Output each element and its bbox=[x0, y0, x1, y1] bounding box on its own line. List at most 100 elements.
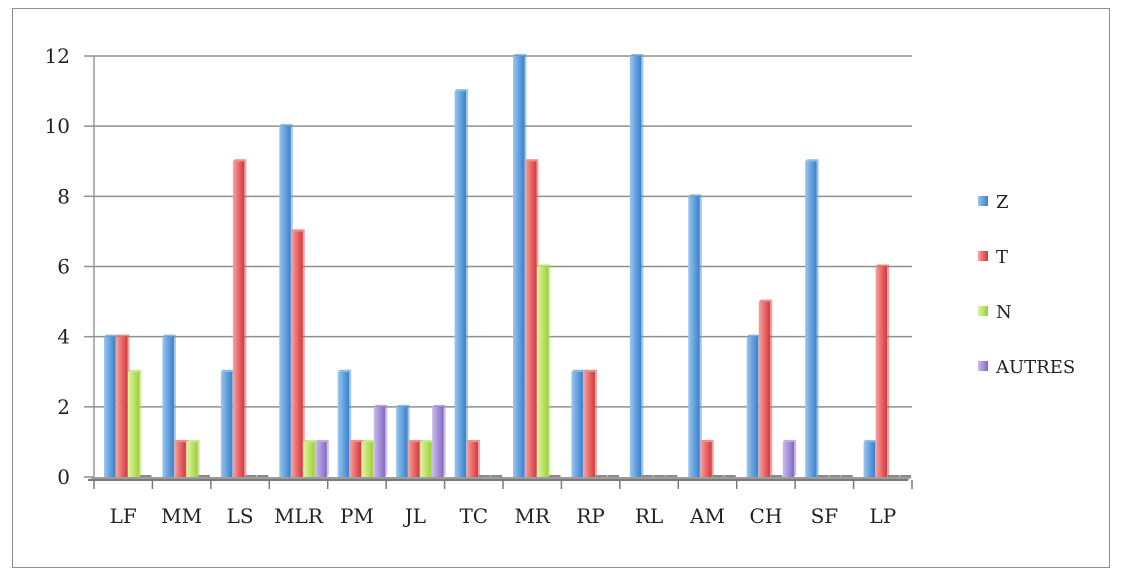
x-tick-label: LF bbox=[110, 504, 137, 528]
bar-top bbox=[746, 334, 761, 337]
bar-t-tc bbox=[466, 441, 479, 477]
bar-autres-am bbox=[724, 475, 736, 477]
bar-n-ls bbox=[244, 475, 257, 477]
bar-autres-ch bbox=[782, 441, 795, 477]
bar-side bbox=[302, 229, 305, 477]
bar-top bbox=[232, 159, 247, 162]
bar-z-sf bbox=[805, 161, 817, 477]
bar-t-ls bbox=[232, 161, 245, 477]
bar-n-mr bbox=[537, 266, 549, 477]
x-tick-label: TC bbox=[459, 504, 488, 528]
bar-n-lf bbox=[128, 371, 140, 477]
x-tick-label: LP bbox=[869, 504, 896, 528]
bar-z-mr bbox=[513, 56, 525, 477]
gridlines bbox=[84, 55, 912, 478]
bar-t-am bbox=[700, 441, 712, 477]
bar-top bbox=[454, 89, 469, 92]
bar-t-mr bbox=[525, 161, 537, 477]
bar-t-rl bbox=[641, 475, 654, 477]
bar-n-pm bbox=[361, 441, 374, 477]
bar-t-lp bbox=[875, 266, 888, 477]
legend-swatch-n bbox=[978, 306, 988, 316]
y-tick-label: 2 bbox=[57, 395, 70, 419]
bar-top bbox=[525, 159, 539, 162]
bar-autres-tc bbox=[490, 475, 503, 477]
bar-side bbox=[197, 439, 200, 477]
bar-top bbox=[337, 369, 352, 372]
bar-z-lf bbox=[104, 336, 116, 477]
bar-top bbox=[315, 439, 329, 442]
bar-autres-pm bbox=[373, 406, 386, 477]
x-tick-label: RL bbox=[635, 504, 663, 528]
bar-z-lp bbox=[863, 441, 876, 477]
bar-side bbox=[887, 264, 890, 477]
bar-side bbox=[244, 159, 247, 477]
bar-top bbox=[466, 439, 481, 442]
bar-side bbox=[466, 89, 469, 477]
x-tick-label: AM bbox=[689, 504, 725, 528]
x-tick-label: CH bbox=[750, 504, 783, 528]
bar-top bbox=[361, 439, 376, 442]
legend-label-n: N bbox=[996, 302, 1012, 323]
x-tick-label: RP bbox=[576, 504, 605, 528]
bar-autres-sf bbox=[841, 475, 853, 477]
bar-side bbox=[594, 369, 597, 477]
bar-top bbox=[373, 404, 388, 407]
bar-t-mlr bbox=[291, 231, 303, 477]
bar-autres-jl bbox=[432, 406, 444, 477]
bar-side bbox=[699, 194, 702, 478]
bar-top bbox=[116, 334, 130, 337]
bar-z-tc bbox=[454, 91, 467, 477]
bar-top bbox=[805, 159, 819, 162]
bar-n-ch bbox=[770, 475, 783, 477]
bar-n-lp bbox=[887, 475, 900, 477]
bar-side bbox=[385, 404, 388, 477]
y-tick-label: 8 bbox=[57, 184, 70, 208]
x-tick-label: PM bbox=[340, 504, 374, 528]
bar-t-rp bbox=[583, 371, 595, 477]
bar-side bbox=[326, 439, 329, 477]
bar-n-am bbox=[712, 475, 724, 477]
bar-top bbox=[571, 369, 585, 372]
bar-t-sf bbox=[817, 475, 829, 477]
bars bbox=[104, 54, 912, 478]
bar-n-sf bbox=[829, 475, 841, 477]
bar-n-mm bbox=[186, 441, 198, 477]
x-tick-label: MR bbox=[514, 504, 550, 528]
legend-swatch-t bbox=[978, 251, 988, 261]
x-tick-label: MLR bbox=[274, 504, 324, 528]
bar-top bbox=[629, 54, 644, 56]
bar-side bbox=[711, 439, 714, 477]
y-tick-label: 4 bbox=[57, 325, 70, 349]
bar-autres-rl bbox=[665, 475, 678, 477]
bar-top bbox=[396, 404, 410, 407]
bar-z-jl bbox=[396, 406, 408, 477]
bar-autres-ls bbox=[256, 475, 269, 477]
bar-top bbox=[104, 334, 118, 337]
bar-side bbox=[816, 159, 819, 477]
bar-t-ch bbox=[758, 301, 771, 477]
bar-autres-mlr bbox=[315, 441, 327, 477]
bar-side bbox=[770, 299, 773, 477]
bar-top bbox=[537, 264, 551, 267]
bar-z-ch bbox=[746, 336, 759, 477]
bar-top bbox=[349, 439, 364, 442]
x-tick-label: SF bbox=[811, 504, 839, 528]
bar-top bbox=[303, 439, 317, 442]
bar-t-lf bbox=[116, 336, 128, 477]
bar-autres-rp bbox=[607, 475, 619, 477]
bar-n-mlr bbox=[303, 441, 315, 477]
bar-top bbox=[583, 369, 597, 372]
bar-n-rp bbox=[595, 475, 607, 477]
bar-side bbox=[478, 439, 481, 477]
legend-swatch-z bbox=[978, 196, 988, 206]
x-tick-label: JL bbox=[403, 504, 426, 528]
bar-n-rl bbox=[653, 475, 666, 477]
bar-n-tc bbox=[478, 475, 491, 477]
x-axis-ticks: LF MM LS MLR PM JL TC MR RP RL AM CH SF LP bbox=[93, 480, 913, 528]
legend: Z T N AUTRES bbox=[978, 192, 1075, 378]
bar-t-pm bbox=[349, 441, 362, 477]
bar-top bbox=[220, 369, 235, 372]
y-tick-label: 10 bbox=[45, 114, 70, 138]
